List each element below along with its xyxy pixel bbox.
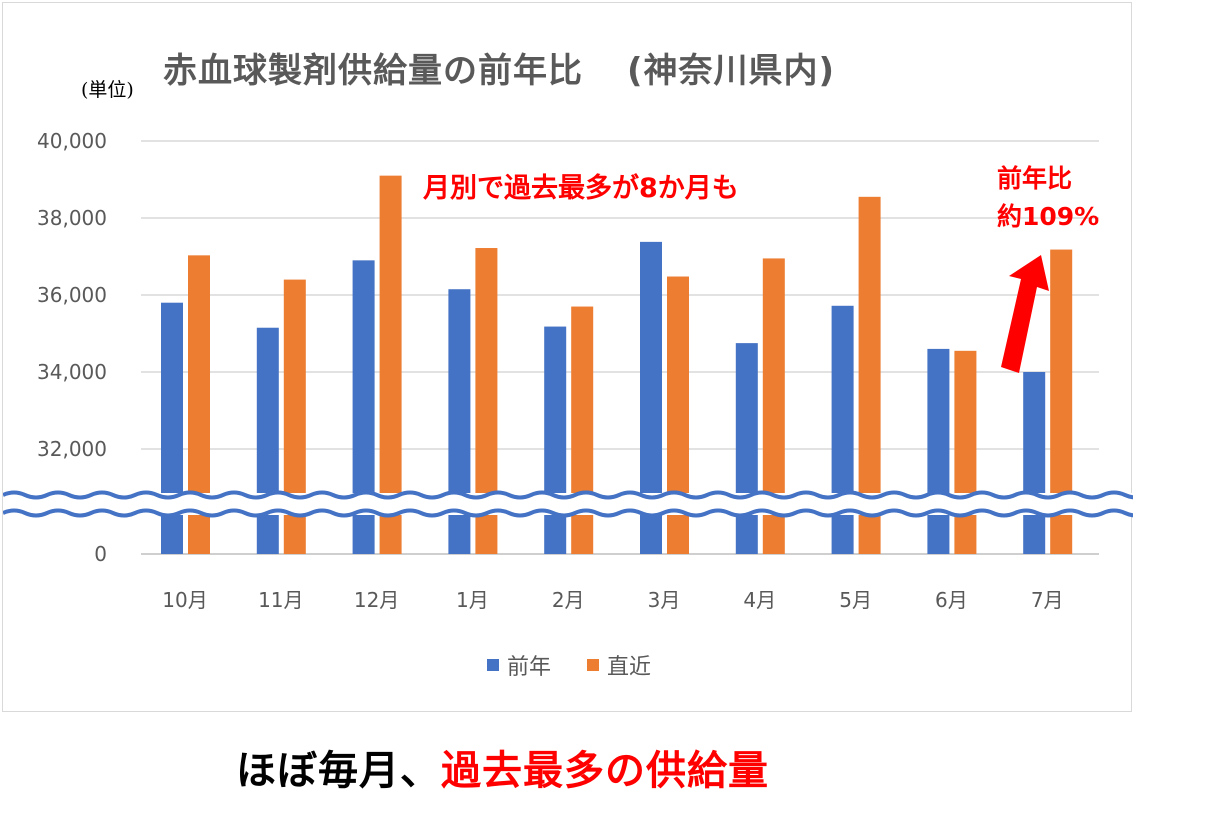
yoy-line1: 前年比 [997, 164, 1072, 193]
x-tick-label: 6月 [935, 588, 968, 612]
bar-prev [352, 260, 375, 554]
legend-label: 直近 [607, 655, 651, 680]
x-tick-label: 11月 [258, 588, 303, 612]
x-tick-label: 5月 [839, 588, 872, 612]
bar-recent [667, 276, 689, 554]
x-tick-label: 2月 [552, 588, 585, 612]
y-tick-label: 38,000 [37, 206, 107, 230]
bar-recent [1050, 249, 1073, 554]
y-tick-label: 40,000 [37, 129, 107, 153]
caption-part1: ほぼ毎月、 [236, 748, 441, 794]
bar-prev [735, 343, 758, 554]
caption-part2: 過去最多の供給量 [441, 748, 769, 794]
chart-frame: 0 32,000 34,000 36,000 38,000 40,000 10月 11月 12月… [2, 2, 1133, 712]
bar-recent [379, 175, 402, 554]
record-note: 月別で過去最多が8か月も [422, 172, 739, 204]
bar-prev [256, 327, 279, 554]
y-tick-label: 0 [94, 542, 107, 566]
axis-break-wave-bottom [3, 508, 1133, 518]
bar-recent [188, 255, 210, 554]
bar-prev [544, 326, 567, 554]
chart-title: 赤血球製剤供給量の前年比 (神奈川県内) [163, 43, 835, 92]
bar-recent [571, 306, 594, 554]
y-tick-label: 36,000 [37, 283, 107, 307]
bar-prev [161, 302, 183, 554]
yoy-arrow [1001, 255, 1049, 373]
axis-break-wave-top [3, 490, 1133, 500]
y-tick-label: 34,000 [37, 360, 107, 384]
x-tick-label: 3月 [648, 588, 681, 612]
legend-label: 前年 [507, 655, 551, 680]
x-tick-label: 12月 [354, 588, 399, 612]
chart-title-region: (神奈川県内) [627, 51, 836, 91]
legend-swatch [587, 659, 599, 671]
x-tick-label: 10月 [162, 588, 207, 612]
bar-prev [448, 289, 471, 554]
legend-swatch [487, 659, 499, 671]
yoy-line2: 約109% [997, 202, 1099, 231]
y-tick-label: 32,000 [37, 437, 107, 461]
x-tick-label: 4月 [743, 588, 776, 612]
x-tick-label: 7月 [1031, 588, 1064, 612]
bar-chart: 0 32,000 34,000 36,000 38,000 40,000 10月 11月 12月… [3, 129, 1133, 680]
bar-recent [954, 350, 977, 554]
bar-prev [927, 348, 950, 554]
bar-recent [762, 258, 785, 554]
chart-title-main: 赤血球製剤供給量の前年比 [163, 51, 583, 91]
bar-prev [640, 241, 662, 554]
unit-label: (単位) [81, 79, 134, 101]
caption: ほぼ毎月、過去最多の供給量 [236, 738, 769, 796]
bar-recent [475, 248, 498, 554]
bar-recent [858, 196, 881, 554]
x-tick-label: 1月 [456, 588, 489, 612]
bar-prev [1023, 372, 1046, 554]
bar-recent [283, 279, 306, 554]
bar-prev [831, 305, 854, 554]
